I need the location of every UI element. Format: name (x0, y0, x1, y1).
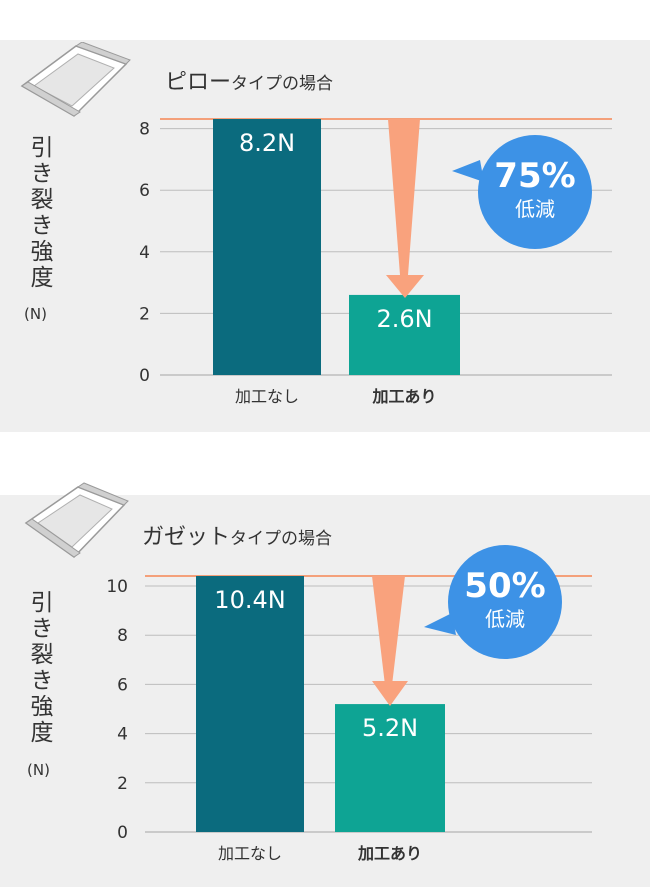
reduction-label: 低減 (485, 607, 525, 631)
title-main: ピロー (165, 70, 232, 95)
y-tick-label: 6 (139, 181, 150, 201)
reduction-bubble: 75% 低減 (478, 135, 592, 249)
y-tick-label: 2 (139, 304, 150, 324)
reduction-label: 低減 (515, 197, 555, 221)
y-axis-label: 引き裂き強度 (26, 135, 52, 291)
y-axis-unit: (N) (24, 305, 47, 323)
bar-data-label: 8.2N (239, 129, 295, 157)
y-axis-unit: (N) (27, 761, 50, 779)
y-tick-label: 2 (117, 774, 128, 794)
x-category-untreated: 加工なし (235, 387, 299, 406)
reduction-bubble: 50% 低減 (448, 545, 562, 659)
reduction-arrow (372, 576, 408, 706)
chart-panel-gusset: ガゼットタイプの場合 引き裂き強度 (N) 0 2 4 6 8 10 10.4N 加工なし 5.… (0, 482, 650, 887)
y-tick-label: 10 (106, 577, 128, 597)
title-sub: タイプの場合 (231, 74, 334, 94)
pillow-package-icon (20, 42, 131, 117)
y-tick-label: 6 (117, 675, 128, 695)
title-sub: タイプの場合 (230, 529, 333, 549)
bar-data-label: 2.6N (376, 305, 432, 333)
y-tick-label: 8 (139, 120, 150, 140)
y-tick-label: 0 (117, 823, 128, 843)
bar-treated (335, 704, 445, 832)
reduction-percent: 50% (464, 566, 546, 606)
y-axis-label: 引き裂き強度 (26, 590, 52, 746)
y-tick-label: 8 (117, 626, 128, 646)
bubble-pointer (424, 613, 456, 635)
reduction-percent: 75% (494, 156, 576, 196)
y-tick-label: 4 (117, 725, 128, 745)
bar-treated (349, 294, 460, 375)
chart-title: ガゼットタイプの場合 (142, 519, 332, 551)
reduction-arrow (386, 119, 424, 298)
title-main: ガゼット (142, 525, 231, 550)
bar-chart-pillow: 0 2 4 6 8 8.2N 加工なし 2.6N 加工あり (139, 118, 612, 406)
bar-data-label: 5.2N (362, 714, 418, 742)
bar-untreated (196, 576, 304, 832)
x-category-treated: 加工あり (371, 387, 436, 406)
y-tick-label: 4 (139, 243, 150, 263)
bubble-pointer (452, 160, 484, 182)
chart-title: ピロータイプの場合 (165, 64, 333, 96)
y-tick-label: 0 (139, 366, 150, 386)
gusset-package-icon (24, 482, 129, 558)
bar-data-label: 10.4N (214, 586, 285, 614)
bar-untreated (213, 119, 321, 375)
x-category-treated: 加工あり (357, 844, 422, 863)
x-category-untreated: 加工なし (218, 844, 282, 863)
bar-chart-gusset: 0 2 4 6 8 10 10.4N 加工なし 5.2N 加工あり (106, 575, 592, 863)
chart-panel-pillow: ピロータイプの場合 引き裂き強度 (N) 0 2 4 6 8 8.2N 加工なし 2.6N 加工… (0, 40, 650, 432)
